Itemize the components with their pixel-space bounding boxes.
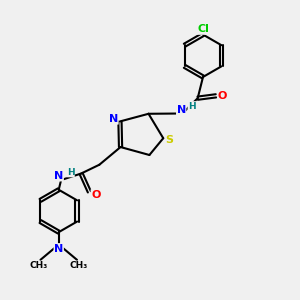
Text: N: N — [109, 114, 118, 124]
Text: N: N — [54, 171, 63, 181]
Text: O: O — [218, 91, 227, 101]
Text: Cl: Cl — [197, 24, 209, 34]
Text: H: H — [67, 168, 74, 177]
Text: O: O — [91, 190, 101, 200]
Text: N: N — [177, 105, 186, 115]
Text: CH₃: CH₃ — [30, 261, 48, 270]
Text: CH₃: CH₃ — [69, 261, 88, 270]
Text: N: N — [54, 244, 63, 254]
Text: H: H — [188, 102, 196, 111]
Text: S: S — [166, 135, 174, 145]
